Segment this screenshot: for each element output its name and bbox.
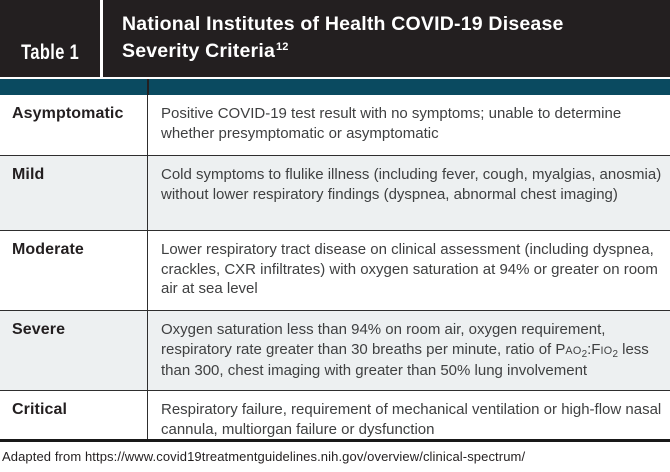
severity-label: Mild [12, 166, 45, 183]
severity-label: Asymptomatic [12, 105, 124, 122]
table-title-cell: National Institutes of Health COVID-19 D… [103, 0, 670, 77]
severity-table-body: Asymptomatic Positive COVID-19 test resu… [0, 95, 670, 439]
accent-bar [0, 79, 670, 95]
accent-bar-left-segment [0, 79, 147, 95]
table-row-moderate: Moderate Lower respiratory tract disease… [0, 230, 670, 310]
table-title-line2: Severity Criteria12 [122, 38, 670, 69]
table-header: Table 1 National Institutes of Health CO… [0, 0, 670, 77]
severity-description: Respiratory failure, requirement of mech… [147, 391, 670, 439]
severity-description: Oxygen saturation less than 94% on room … [147, 311, 670, 390]
table-number-label: Table 1 [21, 41, 79, 64]
table-title-line2-text: Severity Criteria [122, 40, 275, 62]
header-divider [100, 0, 103, 77]
severity-label: Critical [12, 401, 68, 418]
accent-bar-column-gap [147, 79, 149, 95]
severity-label: Moderate [12, 241, 84, 258]
severity-label: Severe [12, 321, 66, 338]
accent-bar-right-segment [149, 79, 670, 95]
table-number-cell: Table 1 [0, 0, 100, 77]
title-reference-superscript: 12 [275, 41, 289, 53]
table-row-asymptomatic: Asymptomatic Positive COVID-19 test resu… [0, 95, 670, 155]
table-title-line1: National Institutes of Health COVID-19 D… [122, 12, 564, 35]
source-note: Adapted from https://www.covid19treatmen… [2, 449, 526, 464]
table-row-severe: Severe Oxygen saturation less than 94% o… [0, 310, 670, 390]
table-row-critical: Critical Respiratory failure, requiremen… [0, 390, 670, 439]
severity-description: Cold symptoms to flulike illness (includ… [147, 156, 670, 230]
table-row-mild: Mild Cold symptoms to flulike illness (i… [0, 155, 670, 230]
severity-description: Lower respiratory tract disease on clini… [147, 231, 670, 310]
severity-description: Positive COVID-19 test result with no sy… [147, 95, 670, 155]
table-bottom-rule [0, 439, 670, 442]
